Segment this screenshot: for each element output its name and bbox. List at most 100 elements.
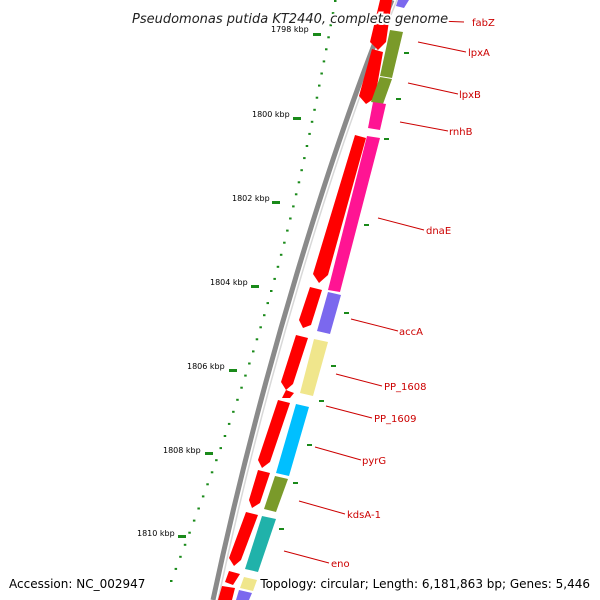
scale-dot	[188, 531, 191, 534]
gene-label-accA: accA	[399, 327, 423, 338]
scale-dot	[266, 302, 269, 305]
scale-dot	[334, 0, 337, 2]
tick-label: 1798 kbp	[271, 25, 309, 34]
gene-label-PP_1609: PP_1609	[374, 414, 417, 425]
scale-dot	[331, 12, 335, 15]
label-leader	[407, 82, 459, 95]
gene-block-dnaE	[328, 136, 380, 292]
scale-dot	[223, 435, 227, 437]
forward-gene-arrow	[225, 571, 240, 585]
scale-dot	[283, 241, 286, 244]
feature-tick	[279, 528, 284, 530]
scale-dot	[236, 398, 239, 401]
gene-block-rnhB	[368, 102, 386, 130]
genome-backbone	[210, 0, 395, 600]
tick-mark	[293, 117, 301, 120]
gene-block-lpxB	[371, 77, 392, 104]
forward-gene-arrow	[359, 49, 383, 104]
label-leader	[350, 318, 399, 332]
feature-tick	[344, 312, 349, 314]
scale-dot	[197, 507, 200, 510]
feature-strand	[236, 0, 409, 600]
scale-dot	[292, 205, 295, 208]
gene-label-fabZ: fabZ	[472, 18, 495, 29]
tick-mark	[251, 285, 259, 288]
forward-gene-arrow	[313, 135, 366, 283]
feature-tick	[293, 482, 298, 484]
tick-label: 1808 kbp	[163, 446, 201, 455]
scale-dot	[192, 519, 196, 522]
scale-dot	[315, 96, 319, 99]
scale-dot	[170, 580, 173, 582]
scale-ticks: 1798 kbp 1800 kbp 1802 kbp 1804 kbp 1806…	[137, 25, 321, 538]
scale-dot	[252, 350, 255, 353]
forward-gene-arrow	[281, 335, 308, 390]
tick-mark	[313, 33, 321, 36]
tick-mark	[205, 452, 213, 455]
gene-block-accA	[317, 292, 341, 334]
scale-dot	[210, 471, 214, 474]
scale-dot	[289, 217, 292, 220]
scale-dot	[303, 157, 306, 160]
scale-dot	[232, 410, 235, 413]
gene-block-eno	[245, 516, 276, 572]
scale-dot	[313, 108, 316, 111]
tick-label: 1800 kbp	[252, 110, 290, 119]
gene-label-rnhB: rnhB	[449, 127, 473, 138]
forward-strand	[218, 0, 392, 600]
tick-mark	[178, 535, 186, 538]
tick-label: 1810 kbp	[137, 529, 175, 538]
scale-dot	[240, 386, 243, 389]
scale-dot	[318, 84, 321, 87]
gene-block-PP_1608	[300, 339, 328, 396]
scale-dot	[259, 326, 262, 329]
scale-dot	[325, 48, 328, 51]
scale-dot	[248, 362, 251, 365]
forward-gene-arrow	[370, 0, 392, 50]
accession-text: Accession: NC_002947	[9, 577, 146, 591]
gene-block-pyrG	[276, 404, 309, 476]
forward-gene-arrow	[229, 512, 258, 566]
scale-dot	[279, 253, 283, 256]
scale-dot	[263, 314, 266, 317]
scale-dot	[286, 229, 289, 232]
gene-label-kdsA-1: kdsA-1	[347, 510, 381, 521]
label-leader	[283, 550, 330, 564]
tick-label: 1802 kbp	[232, 194, 270, 203]
gene-block-small	[236, 590, 252, 600]
label-leaders	[283, 19, 467, 564]
scale-dot	[305, 145, 309, 147]
scale-dot	[320, 72, 323, 75]
label-leader	[417, 41, 467, 53]
gene-label-eno: eno	[331, 559, 350, 570]
gene-label-pyrG: pyrG	[362, 456, 386, 467]
gene-label-lpxB: lpxB	[459, 90, 481, 101]
map-title: Pseudomonas putida KT2440, complete geno…	[132, 12, 448, 27]
scale-dot	[270, 290, 273, 292]
scale-dot	[276, 265, 280, 268]
forward-gene-arrow	[249, 470, 270, 508]
scale-dot	[219, 447, 222, 450]
scale-dot	[215, 459, 218, 462]
forward-gene-arrow	[282, 390, 294, 398]
scale-dot	[273, 277, 276, 280]
label-leader	[411, 19, 465, 23]
tick-label: 1806 kbp	[187, 362, 225, 371]
label-leader	[399, 121, 449, 132]
gene-label-dnaE: dnaE	[426, 226, 451, 237]
forward-gene-arrow	[258, 400, 290, 468]
scale-dot	[297, 181, 301, 184]
feature-tick	[407, 18, 412, 20]
gene-labels: fabZ lpxA lpxB rnhB dnaE accA PP_1608 PP…	[331, 18, 495, 570]
scale-dot	[227, 422, 231, 425]
scale-dot	[294, 193, 298, 196]
gene-block-lpxA	[380, 30, 403, 78]
feature-tick	[364, 224, 369, 226]
label-leader	[314, 446, 362, 461]
feature-tick	[307, 444, 312, 446]
scale-dot	[201, 495, 205, 498]
scale-dot	[183, 543, 187, 546]
feature-tick	[396, 98, 401, 100]
scale-dot	[329, 24, 332, 27]
